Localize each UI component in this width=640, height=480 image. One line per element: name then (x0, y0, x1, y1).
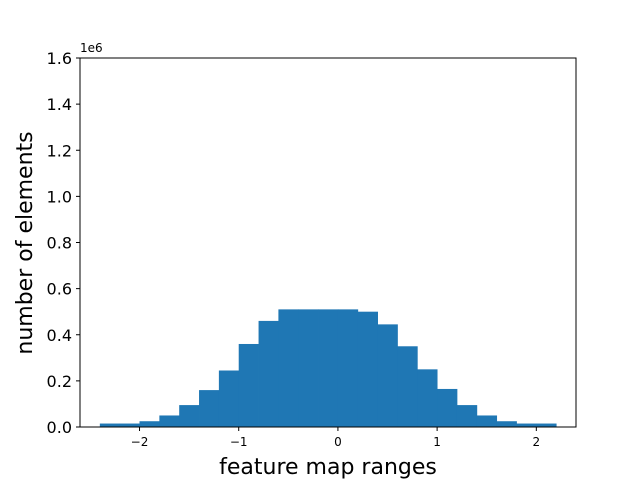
histogram-bar (238, 343, 259, 427)
y-tick-label: 0.6 (47, 280, 72, 299)
x-tick-label: 0 (334, 435, 342, 449)
histogram-bar (298, 309, 319, 427)
histogram-bar (397, 346, 418, 427)
y-axis-label: number of elements (13, 131, 38, 354)
y-tick-label: 0.2 (47, 372, 72, 391)
histogram-bar (159, 415, 180, 427)
y-tick-label: 0.0 (47, 418, 72, 437)
x-tick-label: 1 (433, 435, 441, 449)
histogram-bar (99, 423, 121, 427)
histogram-bar (357, 311, 378, 427)
histogram-bar (516, 423, 537, 427)
histogram-bar (179, 405, 200, 427)
y-tick-label: 1.6 (47, 49, 72, 68)
x-tick-label: 2 (532, 435, 540, 449)
histogram-bar (456, 405, 478, 427)
y-tick-label: 1.2 (47, 141, 72, 160)
histogram-bar (318, 309, 339, 427)
histogram-bar (536, 423, 557, 427)
y-tick-label: 1.0 (47, 187, 72, 206)
histogram-bar (337, 309, 359, 427)
histogram-bar (496, 421, 517, 427)
histogram-bar (278, 309, 299, 427)
x-axis-ticks: −2 −1 0 1 2 (131, 427, 540, 449)
histogram-bar (218, 370, 240, 427)
histogram-bar (476, 415, 498, 427)
y-tick-label: 0.4 (47, 326, 72, 345)
x-axis-label: feature map ranges (219, 455, 437, 480)
y-axis-offset-label: 1e6 (80, 41, 103, 55)
y-tick-label: 1.4 (47, 95, 72, 114)
histogram-bar (139, 421, 160, 427)
histogram-bars (99, 309, 557, 427)
x-tick-label: −1 (230, 435, 248, 449)
histogram-bar (437, 388, 458, 427)
histogram-bar (119, 423, 140, 427)
y-axis-ticks: 0.0 0.2 0.4 0.6 0.8 1.0 1.2 1.4 1.6 (47, 49, 80, 437)
histogram-bar (417, 369, 438, 427)
histogram-bar (258, 320, 279, 427)
histogram-bar (199, 390, 220, 427)
x-tick-label: −2 (131, 435, 149, 449)
histogram-bar (377, 324, 398, 427)
y-tick-label: 0.8 (47, 234, 72, 253)
